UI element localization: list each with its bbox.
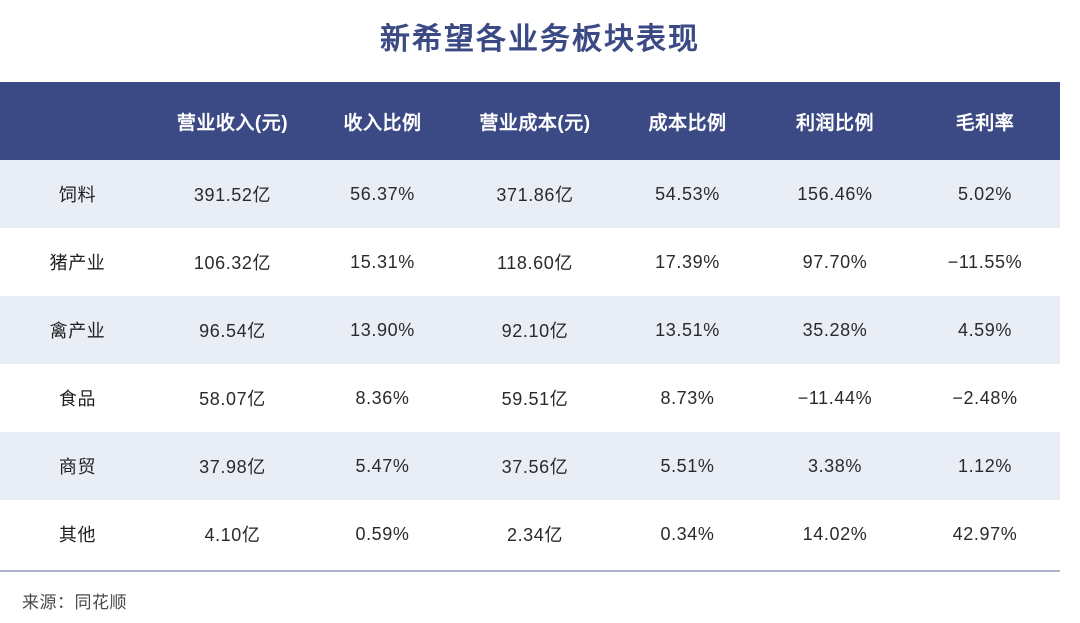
cell-cost-share: 0.34% (615, 500, 760, 568)
cell-revenue-share: 5.47% (310, 432, 455, 500)
cell-profit-share: 3.38% (760, 432, 910, 500)
table-bottom-divider (0, 570, 1060, 572)
cell-revenue: 391.52亿 (155, 160, 310, 228)
cell-revenue-share: 0.59% (310, 500, 455, 568)
segment-performance-table: 营业收入(元) 收入比例 营业成本(元) 成本比例 利润比例 毛利率 饲料 39… (0, 82, 1060, 568)
table-row: 其他 4.10亿 0.59% 2.34亿 0.34% 14.02% 42.97% (0, 500, 1060, 568)
cell-segment: 商贸 (0, 432, 155, 500)
page-title-text: 新希望各业务板块表现 (380, 23, 700, 56)
table-header-row: 营业收入(元) 收入比例 营业成本(元) 成本比例 利润比例 毛利率 (0, 82, 1060, 160)
column-header-cost: 营业成本(元) (455, 82, 615, 160)
cell-revenue: 58.07亿 (155, 364, 310, 432)
cell-revenue: 96.54亿 (155, 296, 310, 364)
table-row: 商贸 37.98亿 5.47% 37.56亿 5.51% 3.38% 1.12% (0, 432, 1060, 500)
cell-cost-share: 5.51% (615, 432, 760, 500)
cell-cost: 59.51亿 (455, 364, 615, 432)
cell-revenue-share: 56.37% (310, 160, 455, 228)
column-header-revenue: 营业收入(元) (155, 82, 310, 160)
table-row: 饲料 391.52亿 56.37% 371.86亿 54.53% 156.46%… (0, 160, 1060, 228)
cell-segment: 饲料 (0, 160, 155, 228)
table-row: 食品 58.07亿 8.36% 59.51亿 8.73% −11.44% −2.… (0, 364, 1060, 432)
cell-cost-share: 54.53% (615, 160, 760, 228)
cell-revenue: 4.10亿 (155, 500, 310, 568)
cell-profit-share: 97.70% (760, 228, 910, 296)
cell-cost: 2.34亿 (455, 500, 615, 568)
cell-cost: 92.10亿 (455, 296, 615, 364)
column-header-profit-share: 利润比例 (760, 82, 910, 160)
column-header-gross-margin: 毛利率 (910, 82, 1060, 160)
cell-segment: 食品 (0, 364, 155, 432)
column-header-segment (0, 82, 155, 160)
cell-cost-share: 17.39% (615, 228, 760, 296)
cell-cost: 118.60亿 (455, 228, 615, 296)
cell-profit-share: 156.46% (760, 160, 910, 228)
cell-revenue-share: 15.31% (310, 228, 455, 296)
cell-revenue-share: 13.90% (310, 296, 455, 364)
page-title: 新希望各业务板块表现 (0, 0, 1080, 80)
cell-gross-margin: −2.48% (910, 364, 1060, 432)
table-row: 猪产业 106.32亿 15.31% 118.60亿 17.39% 97.70%… (0, 228, 1060, 296)
table-row: 禽产业 96.54亿 13.90% 92.10亿 13.51% 35.28% 4… (0, 296, 1060, 364)
cell-profit-share: 14.02% (760, 500, 910, 568)
cell-gross-margin: 1.12% (910, 432, 1060, 500)
column-header-revenue-share: 收入比例 (310, 82, 455, 160)
cell-revenue: 106.32亿 (155, 228, 310, 296)
cell-revenue: 37.98亿 (155, 432, 310, 500)
cell-profit-share: −11.44% (760, 364, 910, 432)
cell-revenue-share: 8.36% (310, 364, 455, 432)
cell-segment: 猪产业 (0, 228, 155, 296)
table-body: 饲料 391.52亿 56.37% 371.86亿 54.53% 156.46%… (0, 160, 1060, 568)
cell-cost-share: 13.51% (615, 296, 760, 364)
source-note: 来源：同花顺 (22, 593, 127, 612)
table-header: 营业收入(元) 收入比例 营业成本(元) 成本比例 利润比例 毛利率 (0, 82, 1060, 160)
cell-gross-margin: 4.59% (910, 296, 1060, 364)
column-header-cost-share: 成本比例 (615, 82, 760, 160)
cell-cost: 371.86亿 (455, 160, 615, 228)
cell-cost: 37.56亿 (455, 432, 615, 500)
cell-segment: 禽产业 (0, 296, 155, 364)
segment-performance-table-wrapper: 营业收入(元) 收入比例 营业成本(元) 成本比例 利润比例 毛利率 饲料 39… (0, 82, 1080, 568)
cell-gross-margin: 42.97% (910, 500, 1060, 568)
cell-cost-share: 8.73% (615, 364, 760, 432)
cell-gross-margin: 5.02% (910, 160, 1060, 228)
cell-gross-margin: −11.55% (910, 228, 1060, 296)
cell-profit-share: 35.28% (760, 296, 910, 364)
cell-segment: 其他 (0, 500, 155, 568)
